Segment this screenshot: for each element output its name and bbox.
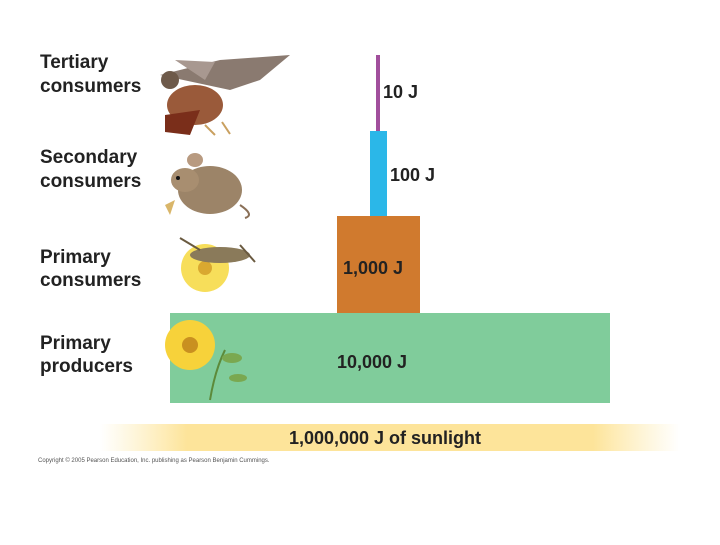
level-label: Primary: [40, 333, 111, 354]
hawk-illustration: [160, 55, 290, 136]
level-label: consumers: [40, 171, 141, 192]
sunlight-label: 1,000,000 J of sunlight: [289, 428, 481, 448]
producers-block: [170, 313, 610, 403]
copyright: Copyright © 2005 Pearson Education, Inc.…: [38, 457, 270, 464]
energy-label: 100 J: [390, 165, 435, 185]
level-label: Primary: [40, 247, 111, 268]
sunlight-band: [100, 424, 680, 451]
primary-consumers-block: [337, 216, 420, 313]
energy-label: 10 J: [383, 82, 418, 102]
tertiary-consumers-block: [376, 55, 380, 131]
level-label: Tertiary: [40, 52, 109, 73]
grasshopper-illustration: [179, 237, 256, 292]
secondary-consumers-block: [370, 131, 387, 216]
level-label: consumers: [40, 270, 141, 291]
flower-illustration: [165, 320, 247, 401]
energy-label: 10,000 J: [337, 352, 407, 372]
level-label: Secondary: [40, 147, 138, 168]
energy-label: 1,000 J: [343, 258, 403, 278]
level-label: consumers: [40, 76, 141, 97]
mouse-illustration: [165, 153, 250, 219]
level-label: producers: [40, 356, 133, 377]
